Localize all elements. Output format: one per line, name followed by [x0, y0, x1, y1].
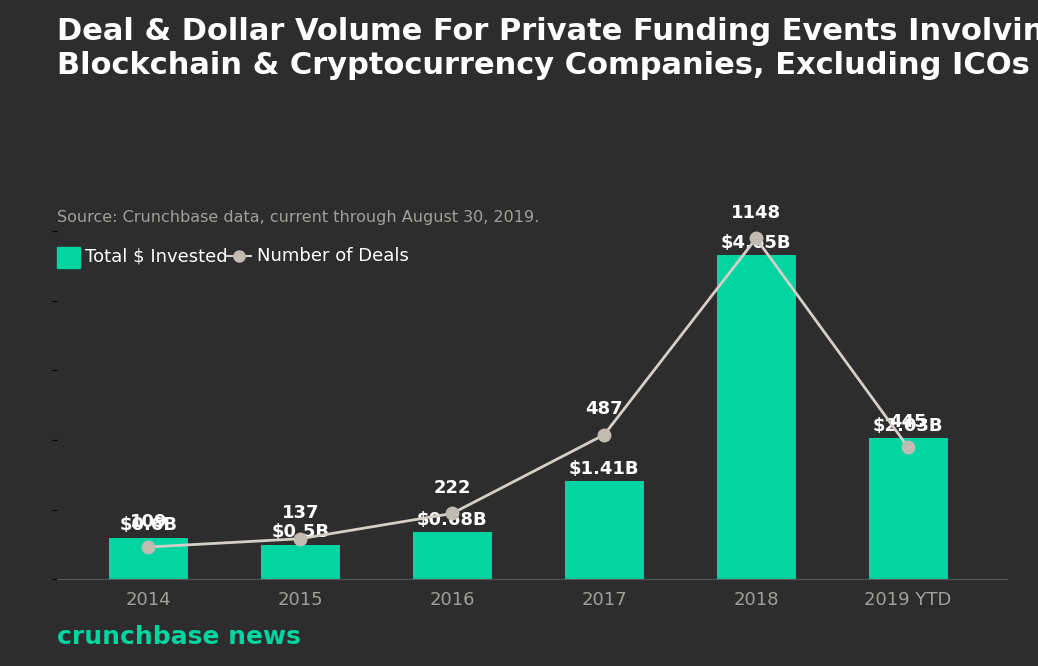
Text: crunchbase news: crunchbase news — [57, 625, 301, 649]
Bar — [109, 537, 188, 579]
Text: 445: 445 — [890, 413, 927, 431]
Bar — [716, 256, 796, 579]
Text: Source: Crunchbase data, current through August 30, 2019.: Source: Crunchbase data, current through… — [57, 210, 540, 225]
Text: $1.41B: $1.41B — [569, 460, 639, 478]
Text: $0.68B: $0.68B — [417, 511, 488, 529]
Text: Deal & Dollar Volume For Private Funding Events Involving
Blockchain & Cryptocur: Deal & Dollar Volume For Private Funding… — [57, 17, 1038, 81]
Text: 1148: 1148 — [731, 204, 782, 222]
Bar — [869, 438, 948, 579]
Text: 109: 109 — [130, 513, 167, 531]
Text: $4.65B: $4.65B — [720, 234, 791, 252]
Bar — [261, 545, 339, 579]
Text: 222: 222 — [434, 479, 471, 497]
Text: $0.5B: $0.5B — [271, 523, 329, 541]
Text: $2.03B: $2.03B — [873, 416, 944, 434]
Bar — [413, 532, 492, 579]
Text: 137: 137 — [281, 504, 319, 522]
Text: Number of Deals: Number of Deals — [257, 247, 409, 266]
Text: 487: 487 — [585, 400, 623, 418]
Text: Total $ Invested: Total $ Invested — [85, 247, 227, 266]
Bar — [565, 482, 644, 579]
Text: $0.6B: $0.6B — [119, 516, 177, 534]
